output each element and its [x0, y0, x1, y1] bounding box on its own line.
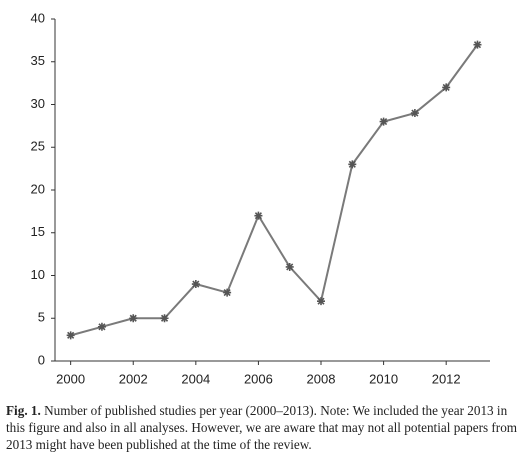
point-marker — [254, 211, 263, 220]
y-tick-label: 30 — [31, 96, 45, 111]
point-marker — [191, 280, 200, 289]
point-marker — [348, 160, 357, 169]
x-tick-label: 2004 — [181, 371, 210, 386]
point-marker — [317, 297, 326, 306]
point-marker — [223, 288, 232, 297]
point-marker — [97, 322, 106, 331]
x-tick-label: 2006 — [244, 371, 273, 386]
point-marker — [379, 117, 388, 126]
point-marker — [410, 109, 419, 118]
point-marker — [442, 83, 451, 92]
caption-text: Number of published studies per year (20… — [6, 403, 518, 452]
y-tick-label: 20 — [31, 181, 45, 196]
y-tick-label: 0 — [38, 352, 45, 367]
y-tick-label: 35 — [31, 53, 45, 68]
x-tick-label: 2002 — [119, 371, 148, 386]
y-tick-label: 15 — [31, 224, 45, 239]
y-tick-label: 40 — [31, 10, 45, 25]
point-marker — [473, 40, 482, 49]
point-marker — [129, 314, 138, 323]
x-tick-label: 2000 — [56, 371, 85, 386]
point-marker — [285, 262, 294, 271]
x-tick-label: 2010 — [369, 371, 398, 386]
x-tick-label: 2008 — [307, 371, 336, 386]
x-tick-label: 2012 — [432, 371, 461, 386]
y-tick-label: 5 — [38, 310, 45, 325]
series-line — [70, 44, 479, 337]
y-tick-label: 10 — [31, 267, 45, 282]
chart: 0 5 10 15 20 25 30 35 40 2000 2002 2004 2006 2008 2010… — [31, 10, 490, 386]
point-marker — [160, 314, 169, 323]
figure-caption: Fig. 1. Number of published studies per … — [6, 402, 521, 453]
point-marker — [66, 331, 75, 340]
y-tick-label: 25 — [31, 139, 45, 154]
caption-label: Fig. 1. — [6, 403, 41, 418]
